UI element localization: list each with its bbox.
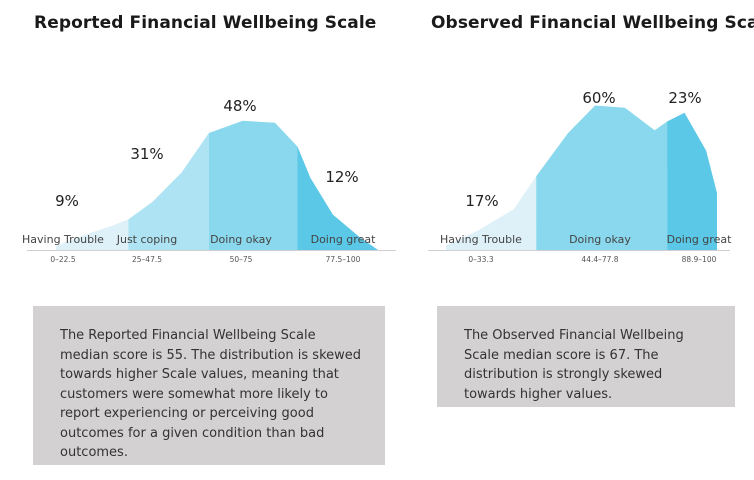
observed-chart-panel: Observed Financial Wellbeing Scale Havin…: [400, 0, 754, 480]
band-label: Doing great: [311, 233, 376, 246]
band-area: [667, 112, 717, 250]
chart-title: Reported Financial Wellbeing Scale: [34, 13, 377, 33]
chart-title: Observed Financial Wellbeing Scale: [431, 13, 754, 33]
range-label: 0–22.5: [50, 255, 75, 264]
range-label: 77.5–100: [326, 255, 361, 264]
band-label: Doing okay: [569, 233, 631, 246]
reported-note-text: The Reported Financial Wellbeing Scale m…: [60, 328, 362, 460]
range-label: 0–33.3: [468, 255, 493, 264]
band-label: Having Trouble: [22, 233, 104, 246]
percent-label: 12%: [325, 168, 358, 186]
observed-area-chart: Having Trouble 0–33.3 17% Doing okay 44.4–77…: [428, 89, 732, 264]
band-area: [297, 146, 378, 250]
percent-label: 48%: [223, 97, 256, 115]
band-area: [56, 219, 129, 250]
range-label: 88.9–100: [682, 255, 717, 264]
percent-label: 9%: [55, 192, 79, 210]
percent-label: 17%: [465, 192, 498, 210]
band-label: Doing great: [667, 233, 732, 246]
reported-note-box: The Reported Financial Wellbeing Scale m…: [33, 306, 385, 465]
percent-label: 60%: [582, 89, 615, 107]
observed-note-box: The Observed Financial Wellbeing Scale m…: [437, 306, 735, 407]
percent-label: 31%: [130, 145, 163, 163]
range-label: 25–47.5: [132, 255, 162, 264]
reported-chart-panel: Reported Financial Wellbeing Scale Havin…: [22, 13, 396, 465]
band-area: [208, 120, 298, 250]
band-area: [446, 176, 537, 250]
range-label: 44.4–77.8: [581, 255, 618, 264]
band-label: Just coping: [116, 233, 178, 246]
reported-area-chart: Having Trouble 0–22.5 9% Just coping 25–47.5…: [22, 97, 396, 264]
band-area: [536, 105, 668, 250]
band-label: Having Trouble: [440, 233, 522, 246]
percent-label: 23%: [668, 89, 701, 107]
observed-note-text: The Observed Financial Wellbeing Scale m…: [464, 328, 684, 402]
range-label: 50–75: [230, 255, 253, 264]
band-area: [128, 133, 209, 250]
band-label: Doing okay: [210, 233, 272, 246]
